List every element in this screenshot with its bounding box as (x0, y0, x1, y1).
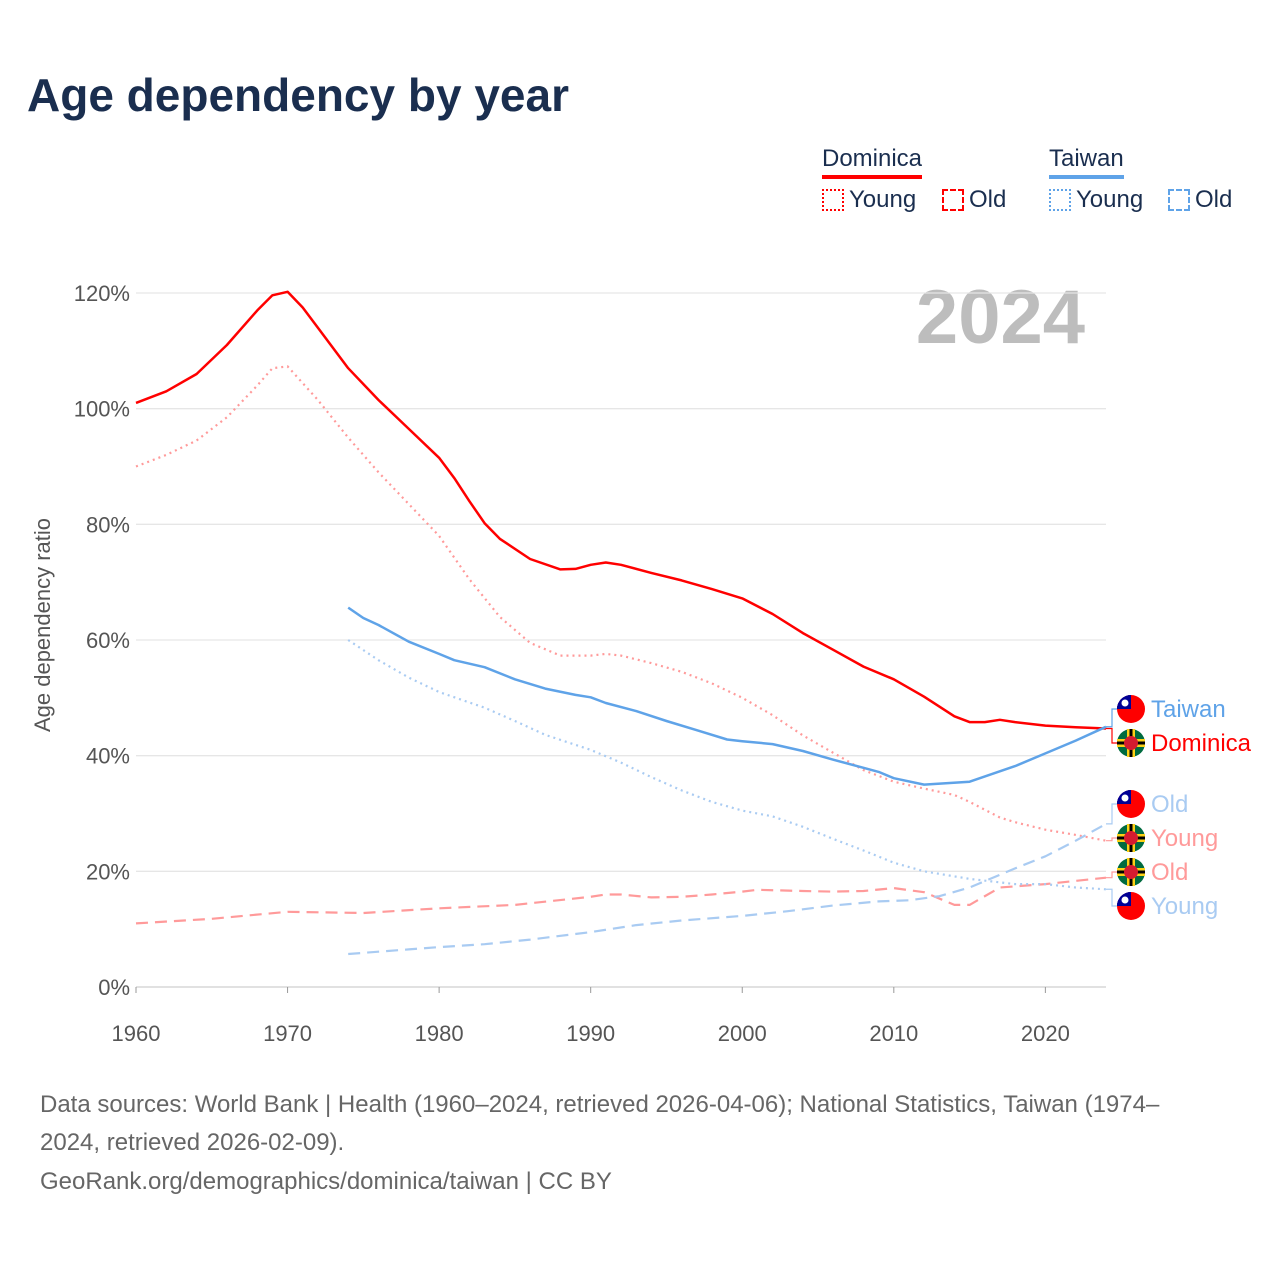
label-connector (1106, 727, 1118, 744)
series-line-dominica-young (135, 365, 1107, 842)
y-tick-label: 60% (86, 628, 130, 653)
x-tick-label: 1960 (112, 1021, 161, 1046)
legend-taiwan-young[interactable]: Young (1049, 186, 1143, 214)
legend-label: Young (849, 186, 917, 213)
x-tick-label: 2010 (869, 1021, 918, 1046)
chart-title: Age dependency by year (27, 69, 569, 121)
sources-line-2: 2024, retrieved 2026-02-09). (40, 1129, 345, 1156)
end-label-text: Old (1151, 791, 1188, 818)
y-tick-label: 40% (86, 744, 130, 769)
flag-disc (1124, 865, 1138, 879)
series-line-taiwan (347, 606, 1107, 786)
x-tick-label: 2000 (718, 1021, 767, 1046)
legend-taiwan-old[interactable]: Old (1168, 186, 1232, 214)
dashed-swatch-icon (1168, 189, 1190, 211)
flag-disc (1124, 736, 1138, 750)
series-line-dominica-old (135, 876, 1107, 925)
end-label-text: Dominica (1151, 730, 1252, 757)
sun-icon (1121, 896, 1129, 904)
legend-dominica[interactable]: Dominica (822, 145, 923, 179)
x-tick-label: 1990 (566, 1021, 615, 1046)
series-line-taiwan-old (348, 822, 1107, 956)
x-tick-label: 2020 (1021, 1021, 1070, 1046)
end-label-text: Taiwan (1151, 696, 1226, 723)
legend-taiwan[interactable]: Taiwan (1049, 145, 1124, 179)
legend-label: Old (969, 186, 1007, 213)
year-watermark: 2024 (916, 275, 1085, 360)
label-connector (1106, 708, 1118, 728)
legend-dominica-young[interactable]: Young (822, 186, 916, 214)
end-label-old: Old (1106, 790, 1188, 825)
y-tick-label: 120% (74, 281, 130, 306)
y-axis-label: Age dependency ratio (30, 518, 55, 732)
legend-dominica-old[interactable]: Old (942, 186, 1006, 214)
sun-icon (1121, 699, 1129, 707)
y-tick-label: 0% (98, 975, 130, 1000)
y-tick-label: 80% (86, 512, 130, 537)
end-label-taiwan: Taiwan (1106, 695, 1226, 728)
series-line-taiwan-young (347, 639, 1107, 891)
flag-disc (1124, 831, 1138, 845)
end-label-dominica: Dominica (1106, 727, 1252, 757)
y-tick-label: 20% (86, 859, 130, 884)
sources-line-1: Data sources: World Bank | Health (1960–… (40, 1091, 1160, 1118)
end-label-old: Old (1106, 858, 1188, 886)
sun-icon (1121, 794, 1129, 802)
x-tick-label: 1980 (415, 1021, 464, 1046)
end-label-text: Young (1151, 893, 1218, 920)
x-tick-label: 1970 (263, 1021, 312, 1046)
end-label-text: Old (1151, 859, 1188, 886)
label-connector (1106, 803, 1118, 825)
dashed-swatch-icon (942, 189, 964, 211)
dotted-swatch-icon (822, 189, 844, 211)
dotted-swatch-icon (1049, 189, 1071, 211)
legend-label: Young (1076, 186, 1144, 213)
series-line-dominica (135, 290, 1107, 730)
end-label-text: Young (1151, 825, 1218, 852)
label-connector (1106, 837, 1118, 842)
y-tick-label: 100% (74, 397, 130, 422)
end-label-young: Young (1106, 824, 1218, 852)
credit-link[interactable]: GeoRank.org/demographics/dominica/taiwan… (40, 1168, 612, 1195)
label-connector (1106, 888, 1118, 907)
label-connector (1106, 871, 1118, 879)
end-label-young: Young (1106, 888, 1218, 920)
legend-label: Old (1195, 186, 1233, 213)
